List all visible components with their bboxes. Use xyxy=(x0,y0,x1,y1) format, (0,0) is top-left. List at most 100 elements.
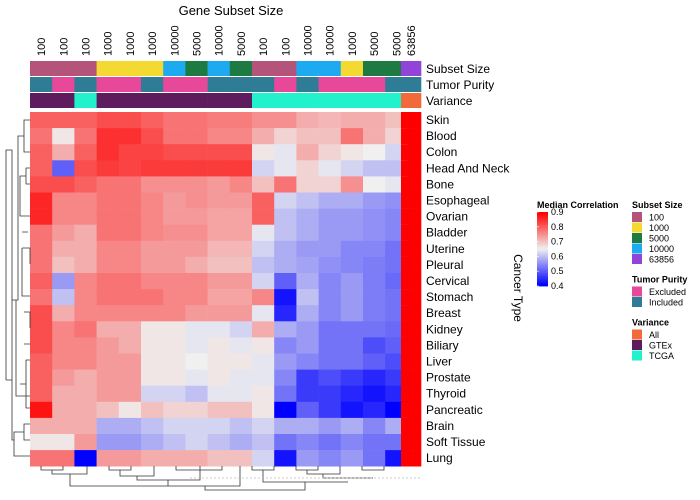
row-label: Soft Tissue xyxy=(426,435,486,449)
annotation-cell xyxy=(74,61,97,76)
heatmap-cell xyxy=(318,160,342,177)
heatmap-cell xyxy=(229,305,253,322)
heatmap-cell xyxy=(340,369,364,386)
heatmap-cell xyxy=(207,450,231,467)
color-scale-step xyxy=(537,226,548,230)
heatmap-cell xyxy=(118,224,142,242)
heatmap-cell xyxy=(296,128,319,145)
heatmap-cell xyxy=(401,289,422,306)
row-label: Pleural xyxy=(426,258,463,272)
annotation-cell xyxy=(363,61,386,76)
color-scale-step xyxy=(537,217,548,220)
heatmap-cell xyxy=(52,305,75,322)
annotation-cell xyxy=(96,61,120,76)
heatmap-cell xyxy=(363,337,386,354)
heatmap-cell xyxy=(318,305,342,322)
heatmap-cell xyxy=(401,385,422,403)
heatmap-cell xyxy=(363,273,386,290)
heatmap-cell xyxy=(363,128,386,145)
heatmap-cell xyxy=(318,353,342,370)
heatmap-cell xyxy=(96,305,120,322)
annotation-cell xyxy=(401,93,422,108)
heatmap-cell xyxy=(141,337,164,354)
annotation-label: Variance xyxy=(426,94,473,108)
color-scale-step xyxy=(537,250,548,254)
heatmap-cell xyxy=(207,112,231,129)
heatmap-cell xyxy=(229,192,253,209)
heatmap-cell xyxy=(96,417,120,435)
heatmap-cell xyxy=(318,128,342,145)
heatmap-cell xyxy=(229,401,253,419)
heatmap-cell xyxy=(401,256,422,274)
heatmap-cell xyxy=(30,208,53,225)
heatmap-cell xyxy=(52,112,75,129)
heatmap-cell xyxy=(96,144,120,161)
heatmap-cell xyxy=(318,417,342,435)
legend-swatch xyxy=(632,329,642,340)
heatmap-cell xyxy=(207,385,231,403)
color-scale-step xyxy=(537,274,548,278)
heatmap-cell xyxy=(185,289,208,306)
heatmap-cell xyxy=(363,240,386,258)
heatmap-cell xyxy=(363,112,386,129)
heatmap-cell xyxy=(252,160,275,177)
heatmap-cell xyxy=(274,192,297,209)
heatmap-cell xyxy=(318,289,342,306)
row-label: Cervical xyxy=(426,274,469,288)
heatmap-cell xyxy=(252,128,275,145)
heatmap-cell xyxy=(52,434,75,451)
annotation-cell xyxy=(185,61,208,76)
row-label: Brain xyxy=(426,419,454,433)
annotation-cell xyxy=(340,77,364,92)
heatmap-cell xyxy=(401,240,422,258)
heatmap-cell xyxy=(401,434,422,451)
heatmap-cell xyxy=(296,305,319,322)
heatmap-cell xyxy=(185,321,208,338)
column-label: 100 xyxy=(280,38,292,56)
annotation-cell xyxy=(274,61,297,76)
heatmap-cell xyxy=(163,208,186,225)
heatmap-cell xyxy=(207,305,231,322)
heatmap-cell xyxy=(163,337,186,354)
heatmap-cell xyxy=(274,369,297,386)
annotation-cell xyxy=(96,77,120,92)
heatmap-cell xyxy=(296,208,319,225)
heatmap-cell xyxy=(52,321,75,338)
row-label: Thyroid xyxy=(426,387,466,401)
heatmap-cell xyxy=(340,305,364,322)
heatmap-cell xyxy=(163,385,186,403)
heatmap-cell xyxy=(52,337,75,354)
heatmap-cell xyxy=(52,289,75,306)
legend-swatch xyxy=(632,222,642,233)
annotation-cell xyxy=(318,93,342,108)
heatmap-cell xyxy=(252,289,275,306)
heatmap-cell xyxy=(96,224,120,242)
heatmap-cell xyxy=(296,434,319,451)
heatmap-cell xyxy=(74,160,97,177)
heatmap-cell xyxy=(52,256,75,274)
heatmap-cell xyxy=(118,337,142,354)
legend-entry-label: 63856 xyxy=(649,255,674,265)
heatmap-cell xyxy=(118,385,142,403)
legend-swatch xyxy=(632,350,642,361)
annotation-cell xyxy=(163,61,186,76)
heatmap-cell xyxy=(141,321,164,338)
color-scale-step xyxy=(537,223,548,226)
heatmap-cell xyxy=(141,385,164,403)
legend-swatch xyxy=(632,212,642,222)
heatmap-cell xyxy=(363,144,386,161)
heatmap-cell xyxy=(274,256,297,274)
heatmap-cell xyxy=(96,273,120,290)
heatmap-cell xyxy=(163,240,186,258)
annotation-cell xyxy=(401,77,422,92)
legend-entry-label: Excluded xyxy=(649,287,686,297)
heatmap-cell xyxy=(96,385,120,403)
heatmap-cell xyxy=(274,305,297,322)
annotation-cell xyxy=(96,93,120,108)
legend-swatch xyxy=(632,286,642,297)
column-label: 5000 xyxy=(192,32,204,56)
heatmap-cell xyxy=(185,305,208,322)
heatmap-cell xyxy=(318,192,342,209)
color-scale-step xyxy=(537,241,548,244)
heatmap-cell xyxy=(185,160,208,177)
